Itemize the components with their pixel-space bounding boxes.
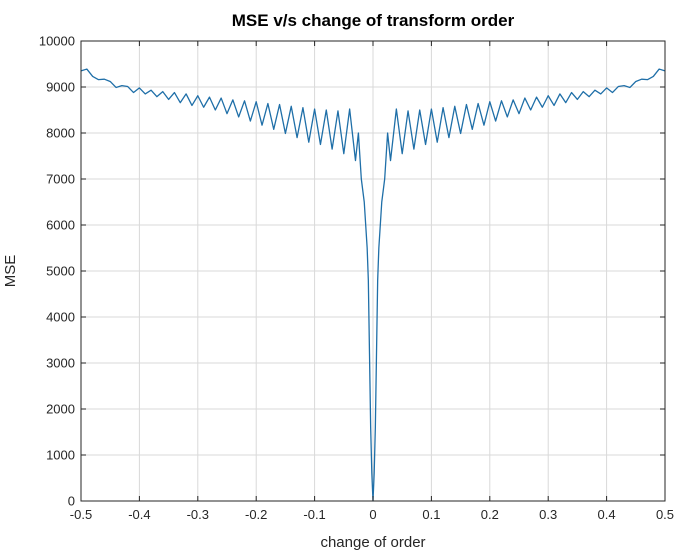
x-axis-label: change of order — [320, 534, 425, 551]
x-tick-label: -0.5 — [70, 507, 92, 522]
y-tick-label: 3000 — [46, 356, 75, 371]
x-tick-label: -0.1 — [303, 507, 325, 522]
y-tick-label: 8000 — [46, 126, 75, 141]
x-tick-label: -0.4 — [128, 507, 150, 522]
x-tick-label: 0.2 — [481, 507, 499, 522]
y-tick-label: 0 — [68, 494, 75, 509]
chart-title: MSE v/s change of transform order — [232, 11, 515, 30]
y-tick-label: 7000 — [46, 172, 75, 187]
x-tick-label: 0 — [369, 507, 376, 522]
x-tick-label: 0.4 — [598, 507, 616, 522]
y-tick-label: 2000 — [46, 402, 75, 417]
ticks: -0.5 -0.4 -0.3 -0.2 -0.1 0 0.1 0.2 0.3 0.4 0.5 0 100… — [39, 34, 674, 523]
y-tick-label: 1000 — [46, 448, 75, 463]
y-tick-label: 9000 — [46, 80, 75, 95]
x-tick-label: -0.2 — [245, 507, 267, 522]
x-tick-label: 0.5 — [656, 507, 674, 522]
y-tick-label: 6000 — [46, 218, 75, 233]
x-tick-label: 0.1 — [422, 507, 440, 522]
x-tick-label: -0.3 — [187, 507, 209, 522]
y-tick-label: 4000 — [46, 310, 75, 325]
y-axis-label: MSE — [2, 255, 19, 288]
x-tick-label: 0.3 — [539, 507, 557, 522]
y-tick-label: 10000 — [39, 34, 75, 49]
y-tick-label: 5000 — [46, 264, 75, 279]
